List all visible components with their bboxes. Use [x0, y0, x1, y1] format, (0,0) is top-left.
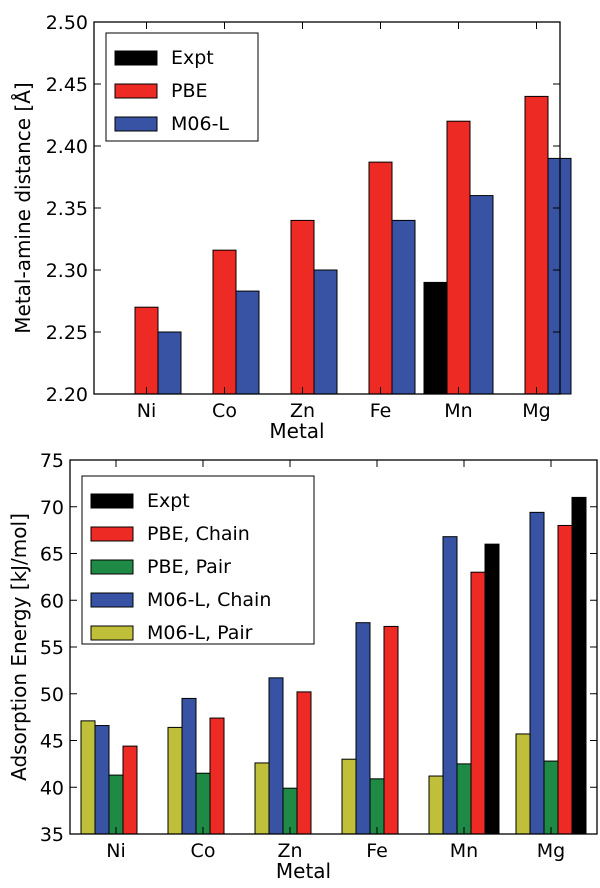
- legend-label: PBE: [171, 80, 208, 102]
- x-tick-label: Ni: [137, 400, 157, 422]
- bar-pbe-chain-co: [209, 717, 225, 835]
- bar-pbe-mg: [524, 95, 549, 395]
- bar-m06-l-pair-mg: [515, 733, 531, 835]
- x-axis-label: Metal: [269, 419, 324, 443]
- legend-swatch: [90, 625, 134, 641]
- legend-label: Expt: [147, 490, 190, 512]
- y-tick-label: 60: [40, 590, 64, 612]
- y-tick-label: 50: [40, 684, 64, 706]
- bar-pbe-pair-mn: [456, 763, 472, 835]
- legend-swatch: [90, 493, 134, 509]
- bar-m06-l-pair-co: [167, 726, 183, 835]
- bar-m06-l-pair-fe: [341, 758, 357, 835]
- bar-expt-mn: [423, 281, 448, 395]
- bar-m06-l-chain-co: [181, 697, 197, 835]
- y-tick-label: 75: [40, 450, 64, 472]
- chart-1: 2.20 2.25 2.30 2.35 2.40 2.45 2.50 Ni Co Zn Fe Mn Mg…: [11, 12, 572, 443]
- bar-pbe-co: [212, 249, 237, 395]
- bar-pbe-pair-co: [195, 772, 211, 835]
- y-tick-label: 55: [40, 637, 64, 659]
- y-axis-label: Adsorption Energy [kJ/mol]: [7, 513, 31, 781]
- x-tick-label: Mn: [444, 400, 472, 422]
- bar-m06-l-zn: [313, 269, 338, 395]
- legend-swatch: [114, 116, 158, 132]
- legend-label: M06-L, Pair: [147, 622, 253, 644]
- bar-pbe-chain-mg: [557, 524, 573, 835]
- y-tick-label: 2.20: [46, 384, 88, 406]
- y-tick-label: 35: [40, 824, 64, 846]
- y-tick-label: 2.25: [46, 322, 88, 344]
- bar-pbe-chain-fe: [383, 625, 399, 835]
- x-tick-label: Zn: [277, 840, 302, 862]
- x-axis-label: Metal: [276, 859, 331, 883]
- legend-label: M06-L: [171, 113, 229, 135]
- bar-m06-l-pair-ni: [80, 720, 96, 835]
- bars: [134, 95, 572, 395]
- bar-m06-l-chain-fe: [355, 622, 371, 835]
- bar-pbe-fe: [368, 161, 393, 395]
- x-tick-label: Ni: [106, 840, 126, 862]
- bar-pbe-pair-fe: [369, 778, 385, 835]
- y-tick-label: 65: [40, 544, 64, 566]
- x-tick-label: Fe: [370, 400, 392, 422]
- bar-pbe-mn: [446, 120, 471, 395]
- legend-swatch: [114, 83, 158, 99]
- legend-label: M06-L, Chain: [147, 589, 271, 611]
- x-tick-label: Zn: [290, 400, 315, 422]
- bar-pbe-zn: [290, 219, 315, 395]
- y-tick-label: 2.40: [46, 136, 88, 158]
- legend-label: Expt: [171, 47, 214, 69]
- y-tick-label: 45: [40, 731, 64, 753]
- y-tick-label: 70: [40, 497, 64, 519]
- legend: Expt PBE, Chain PBE, Pair M06-L, Chain M06-L…: [81, 475, 315, 645]
- bar-m06-l-ni: [157, 331, 182, 395]
- y-tick-label: 2.30: [46, 260, 88, 282]
- legend-swatch: [90, 526, 134, 542]
- bar-m06-l-pair-mn: [428, 775, 444, 835]
- x-tick-label: Mg: [537, 840, 565, 862]
- y-tick-label: 2.35: [46, 198, 88, 220]
- legend-swatch: [90, 559, 134, 575]
- x-tick-label: Mn: [450, 840, 478, 862]
- bar-m06-l-co: [235, 290, 260, 395]
- legend-label: PBE, Chain: [147, 523, 250, 545]
- bar-m06-l-chain-mg: [529, 511, 545, 835]
- legend-swatch: [114, 50, 158, 66]
- x-tick-label: Mg: [522, 400, 550, 422]
- bar-m06-l-chain-ni: [94, 725, 110, 835]
- bar-m06-l-pair-zn: [254, 762, 270, 835]
- bar-m06-l-mn: [469, 195, 494, 395]
- bar-pbe-pair-ni: [108, 774, 124, 835]
- bar-expt-mg: [571, 496, 587, 835]
- chart-2: 35 40 45 50 55 60 65 70 75 Ni Co Zn Fe Mn Mg Metal Adsor…: [7, 450, 598, 883]
- y-axis-label: Metal-amine distance [Å]: [11, 82, 35, 333]
- legend: Expt PBE M06-L: [105, 32, 259, 142]
- x-tick-label: Co: [191, 840, 216, 862]
- legend-swatch: [90, 592, 134, 608]
- bar-expt-mn: [484, 543, 500, 835]
- bar-m06-l-chain-mn: [442, 536, 458, 835]
- bar-pbe-chain-ni: [122, 745, 138, 835]
- y-tick-label: 2.45: [46, 74, 88, 96]
- y-tick-label: 2.50: [46, 12, 88, 34]
- y-tick-label: 40: [40, 777, 64, 799]
- bar-pbe-chain-mn: [470, 571, 486, 835]
- bar-m06-l-fe: [391, 219, 416, 395]
- x-tick-label: Fe: [366, 840, 388, 862]
- bar-pbe-pair-mg: [543, 760, 559, 835]
- legend-label: PBE, Pair: [147, 556, 231, 578]
- x-tick-label: Co: [212, 400, 237, 422]
- bars: [80, 496, 587, 835]
- bar-m06-l-chain-zn: [268, 677, 284, 835]
- bar-pbe-chain-zn: [296, 691, 312, 835]
- bar-pbe-ni: [134, 306, 159, 395]
